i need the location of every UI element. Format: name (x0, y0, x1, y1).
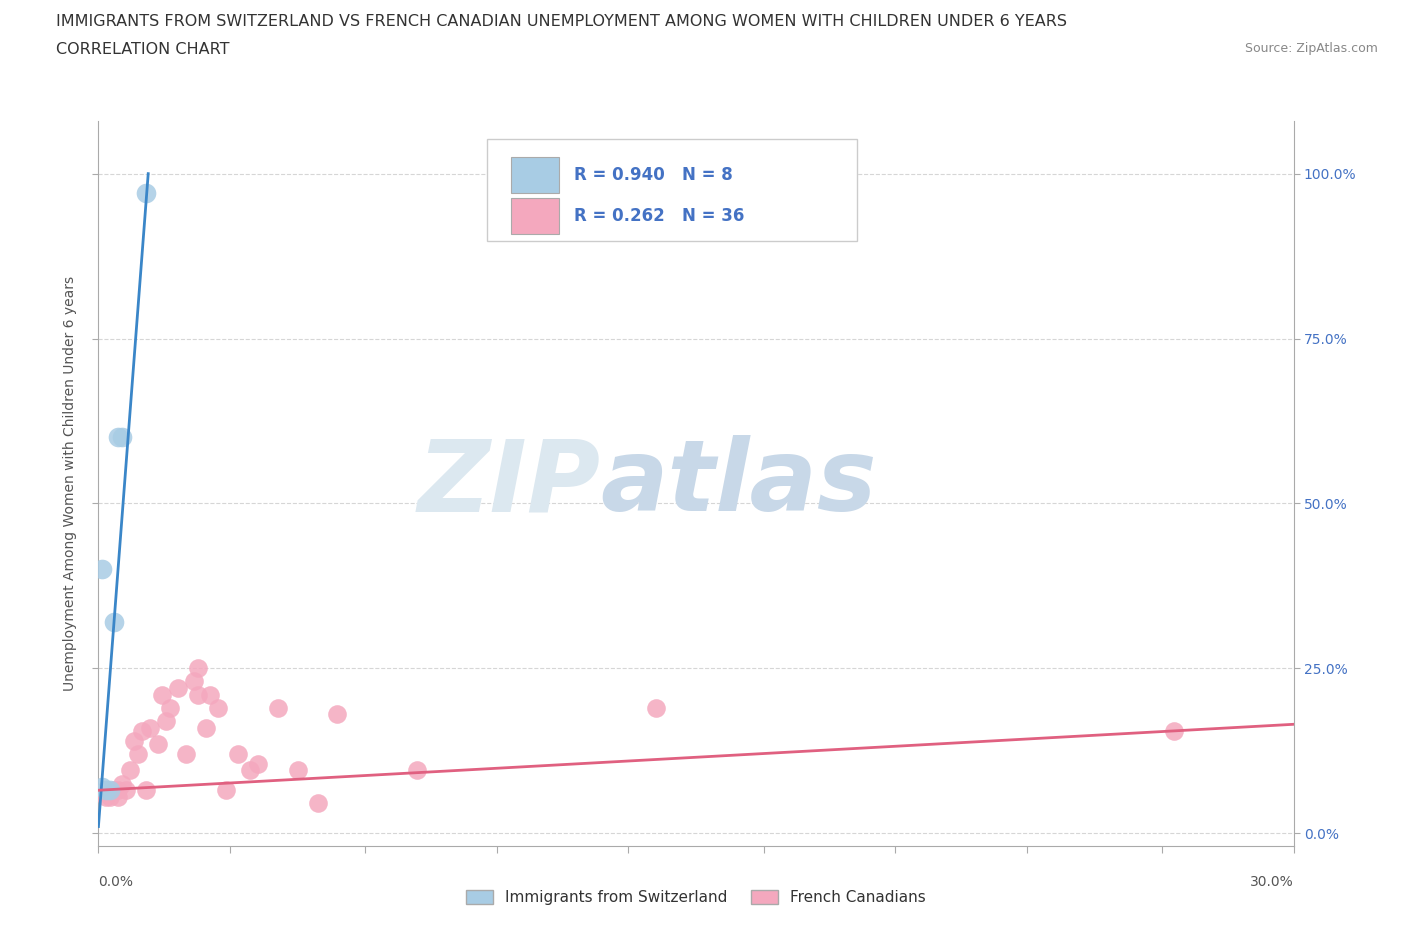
Point (103, 615, 125, 630)
Point (187, 661, 209, 676)
Point (246, 756, 269, 771)
Point (183, 674, 205, 689)
Point (107, 430, 129, 445)
Text: IMMIGRANTS FROM SWITZERLAND VS FRENCH CANADIAN UNEMPLOYMENT AMONG WOMEN WITH CHI: IMMIGRANTS FROM SWITZERLAND VS FRENCH CA… (56, 14, 1067, 29)
Point (645, 700, 668, 715)
Point (215, 783, 238, 798)
Point (135, 186, 157, 201)
Point (226, 747, 249, 762)
Point (239, 763, 262, 777)
Point (198, 687, 221, 702)
Legend: Immigrants from Switzerland, French Canadians: Immigrants from Switzerland, French Cana… (460, 884, 932, 911)
Point (1163, 724, 1185, 738)
Point (307, 796, 329, 811)
Point (406, 763, 429, 777)
Point (96, 783, 118, 798)
Text: 30.0%: 30.0% (1250, 875, 1294, 889)
Point (91, 562, 114, 577)
Point (91, 779, 114, 794)
Point (103, 783, 125, 798)
Text: CORRELATION CHART: CORRELATION CHART (56, 42, 229, 57)
FancyBboxPatch shape (486, 139, 858, 241)
Point (155, 713, 177, 728)
Text: R = 0.262   N = 36: R = 0.262 N = 36 (574, 207, 744, 225)
Point (111, 430, 134, 445)
Point (111, 777, 134, 791)
Point (159, 700, 181, 715)
Point (139, 720, 162, 735)
Point (326, 707, 349, 722)
Text: R = 0.940   N = 8: R = 0.940 N = 8 (574, 166, 733, 184)
Point (96, 790, 118, 804)
Point (107, 790, 129, 804)
FancyBboxPatch shape (510, 157, 558, 193)
Point (267, 700, 290, 715)
Point (120, 763, 142, 777)
Y-axis label: Unemployment Among Women with Children Under 6 years: Unemployment Among Women with Children U… (63, 276, 77, 691)
Point (135, 783, 157, 798)
Point (287, 763, 309, 777)
Point (195, 720, 218, 735)
Point (174, 747, 197, 762)
Text: ZIP: ZIP (418, 435, 600, 532)
Point (100, 783, 122, 798)
Point (167, 681, 190, 696)
Point (207, 700, 229, 715)
Point (100, 790, 122, 804)
Point (131, 724, 153, 738)
Point (107, 783, 129, 798)
FancyBboxPatch shape (510, 198, 558, 234)
Point (127, 747, 149, 762)
Point (124, 734, 146, 749)
Text: Source: ZipAtlas.com: Source: ZipAtlas.com (1244, 42, 1378, 55)
Point (150, 687, 173, 702)
Point (148, 737, 170, 751)
Text: atlas: atlas (600, 435, 877, 532)
Point (187, 687, 209, 702)
Text: 0.0%: 0.0% (98, 875, 134, 889)
Point (115, 783, 138, 798)
